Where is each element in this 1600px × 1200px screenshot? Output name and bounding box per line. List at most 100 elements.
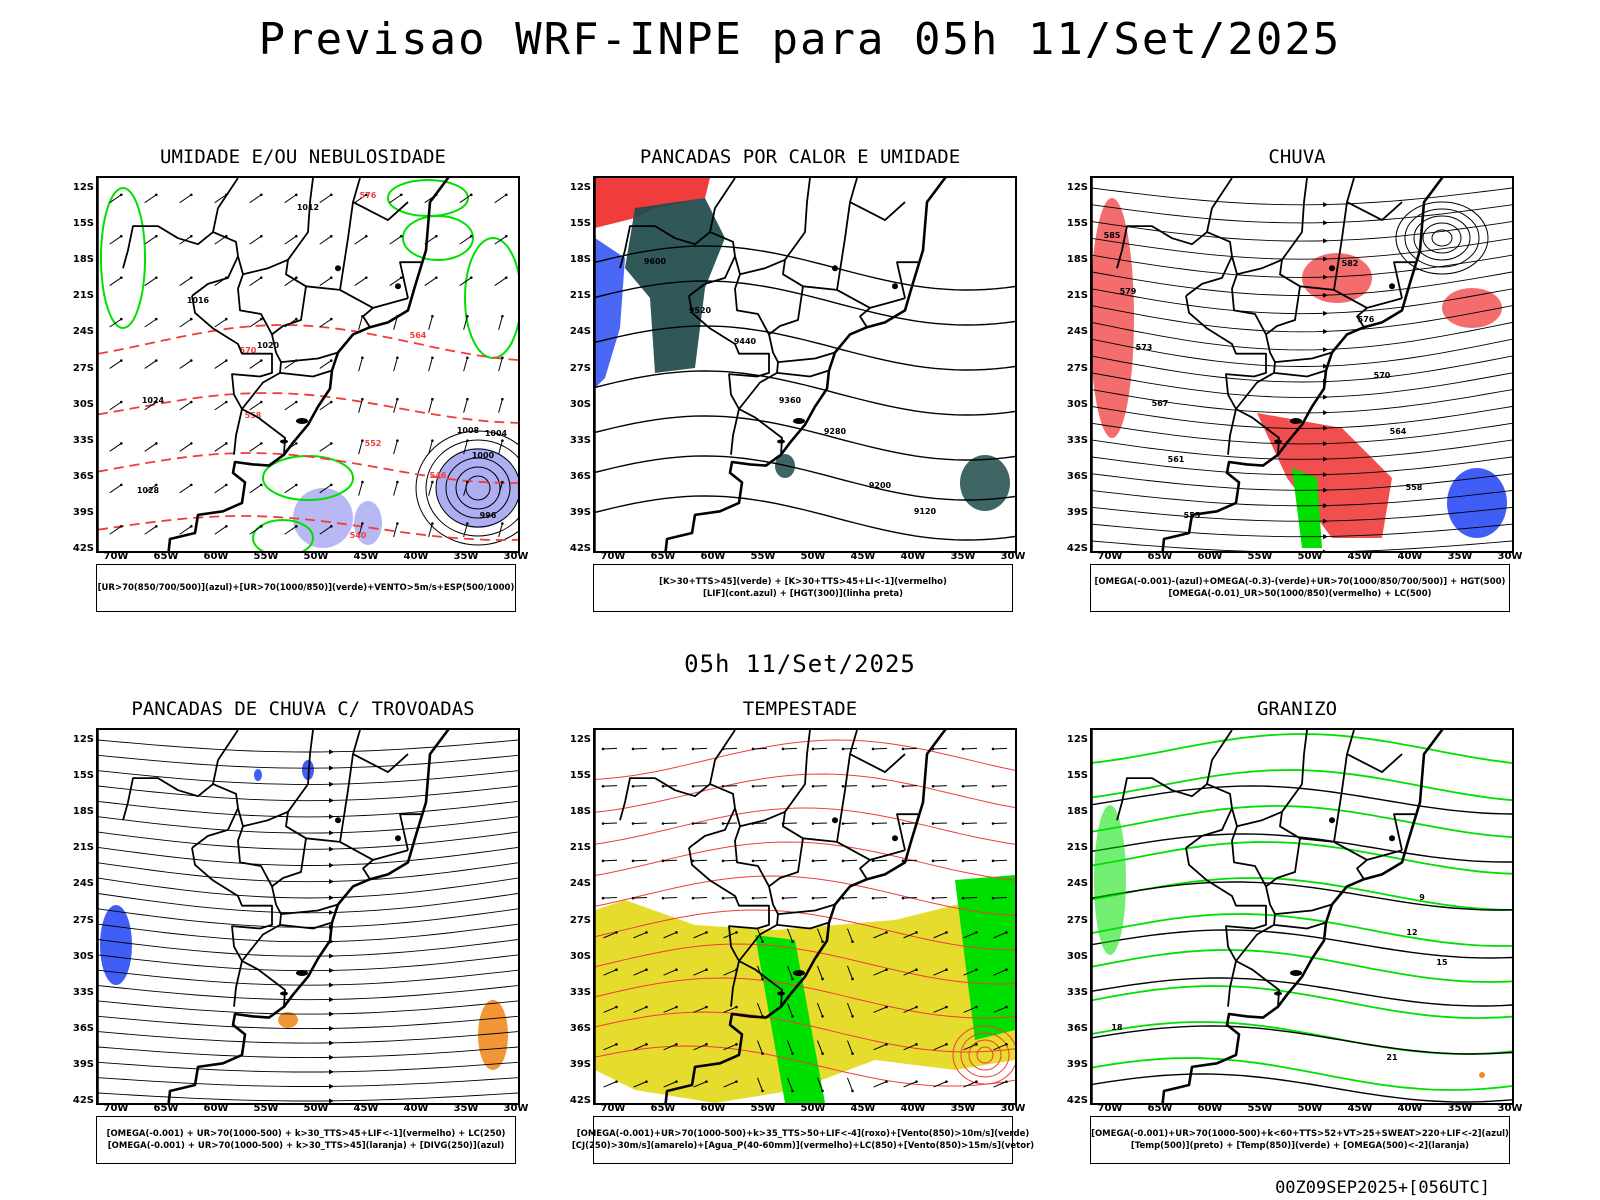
- state-border: [122, 225, 214, 269]
- wind-vector: [144, 360, 157, 369]
- lat-tick-label: 27S: [1066, 362, 1088, 374]
- wind-vector-head: [675, 968, 678, 972]
- wind-vector-head: [1005, 1080, 1008, 1083]
- lc850-contour: [595, 977, 1015, 1019]
- wind-vector-head: [931, 896, 935, 900]
- temp500-contour: [1092, 881, 1512, 911]
- streamline: [98, 969, 518, 986]
- wind-vector: [179, 360, 192, 369]
- wind-vector: [633, 1006, 647, 1013]
- streamline: [1092, 338, 1512, 367]
- wind-vector-head: [751, 784, 755, 788]
- state-border: [1273, 369, 1327, 378]
- streamline: [98, 1015, 518, 1030]
- lon-tick-label: 70W: [600, 551, 626, 562]
- lon-tick-label: 65W: [650, 1103, 676, 1114]
- wind-vector-head: [501, 439, 504, 442]
- streamline: [1092, 422, 1512, 445]
- wind-vector: [692, 747, 708, 750]
- wind-vector-head: [615, 1080, 618, 1083]
- wind-vector-head: [841, 859, 845, 863]
- wind-vector-head: [761, 1089, 764, 1093]
- wind-vector: [109, 318, 122, 328]
- lat-tick-label: 39S: [569, 1058, 591, 1070]
- wind-vector: [632, 785, 648, 787]
- wind-vector-head: [501, 356, 504, 360]
- wind-vector: [459, 277, 472, 286]
- wind-vector: [846, 1077, 854, 1092]
- wind-vector-head: [431, 522, 434, 525]
- streamline-arrow: [1323, 518, 1328, 524]
- wind-vector-head: [259, 276, 263, 279]
- wind-vector: [816, 1003, 824, 1017]
- lat-tick-label: 24S: [72, 878, 94, 890]
- wind-vector-head: [821, 1014, 824, 1018]
- streamline: [98, 1000, 518, 1015]
- state-border: [1333, 178, 1355, 291]
- isobar-low: [425, 439, 518, 537]
- convective-area-teal: [960, 455, 1010, 511]
- wind-vector: [782, 747, 798, 750]
- contour-label: 540: [350, 531, 367, 540]
- lon-tick-label: 30W: [1000, 1103, 1026, 1114]
- lat-tick-label: 24S: [569, 878, 591, 890]
- wind-vector: [933, 1081, 947, 1088]
- contour-label: 9440: [734, 337, 757, 346]
- wind-vector: [963, 1043, 977, 1051]
- wind-vector-head: [915, 968, 918, 972]
- streamline: [1092, 254, 1512, 278]
- state-border: [768, 286, 804, 336]
- streamline: [1092, 490, 1512, 507]
- state-border: [1236, 258, 1283, 276]
- wind-vector-head: [961, 747, 965, 751]
- wind-vector-head: [431, 397, 434, 401]
- wind-vector: [358, 440, 363, 455]
- streamline-arrow: [1323, 503, 1328, 509]
- state-border: [688, 847, 770, 962]
- wind-vector: [846, 965, 854, 980]
- lon-tick-label: 70W: [103, 551, 129, 562]
- wind-vector: [214, 484, 227, 494]
- wind-vector-head: [975, 1080, 978, 1083]
- contour-label: 570: [240, 346, 257, 355]
- wind-vector-head: [119, 234, 123, 238]
- wind-vector: [662, 859, 678, 862]
- wind-vector-head: [361, 522, 364, 525]
- wind-vector-head: [871, 747, 875, 751]
- temp500-contour: [1092, 1073, 1512, 1103]
- wind-vector-head: [705, 1043, 708, 1046]
- streamline-arrow: [329, 765, 334, 771]
- wind-vector: [633, 969, 647, 976]
- wind-vector: [603, 1081, 617, 1088]
- lat-tick-label: 21S: [1066, 290, 1088, 302]
- wind-vector-head: [975, 1043, 978, 1046]
- wind-vector-head: [735, 1043, 738, 1046]
- state-border: [619, 225, 711, 269]
- wind-vector-head: [631, 784, 635, 788]
- lagoon: [793, 418, 805, 425]
- wind-vector: [902, 822, 918, 825]
- lat-tick-label: 33S: [569, 986, 591, 998]
- wind-vector: [873, 969, 887, 976]
- state-border: [859, 307, 871, 328]
- state-border: [688, 255, 736, 297]
- state-border: [1265, 286, 1301, 336]
- wind-vector-head: [154, 276, 158, 279]
- wind-vector-head: [691, 822, 695, 825]
- state-border: [1227, 408, 1237, 455]
- wind-vector-head: [811, 784, 815, 788]
- wind-vector-head: [961, 784, 965, 788]
- lon-tick-label: 60W: [203, 551, 229, 562]
- wind-vector-head: [705, 968, 708, 972]
- lat-tick-label: 21S: [72, 842, 94, 854]
- wind-vector-head: [434, 234, 438, 238]
- lat-tick-label: 27S: [1066, 914, 1088, 926]
- wind-vector: [873, 1043, 887, 1051]
- state-border: [399, 813, 421, 851]
- wind-vector-head: [871, 784, 875, 788]
- wind-vector: [354, 194, 367, 204]
- wind-vector-head: [821, 1089, 824, 1093]
- streamline-arrow: [1323, 292, 1328, 298]
- state-border: [836, 178, 858, 291]
- wind-vector: [933, 931, 947, 939]
